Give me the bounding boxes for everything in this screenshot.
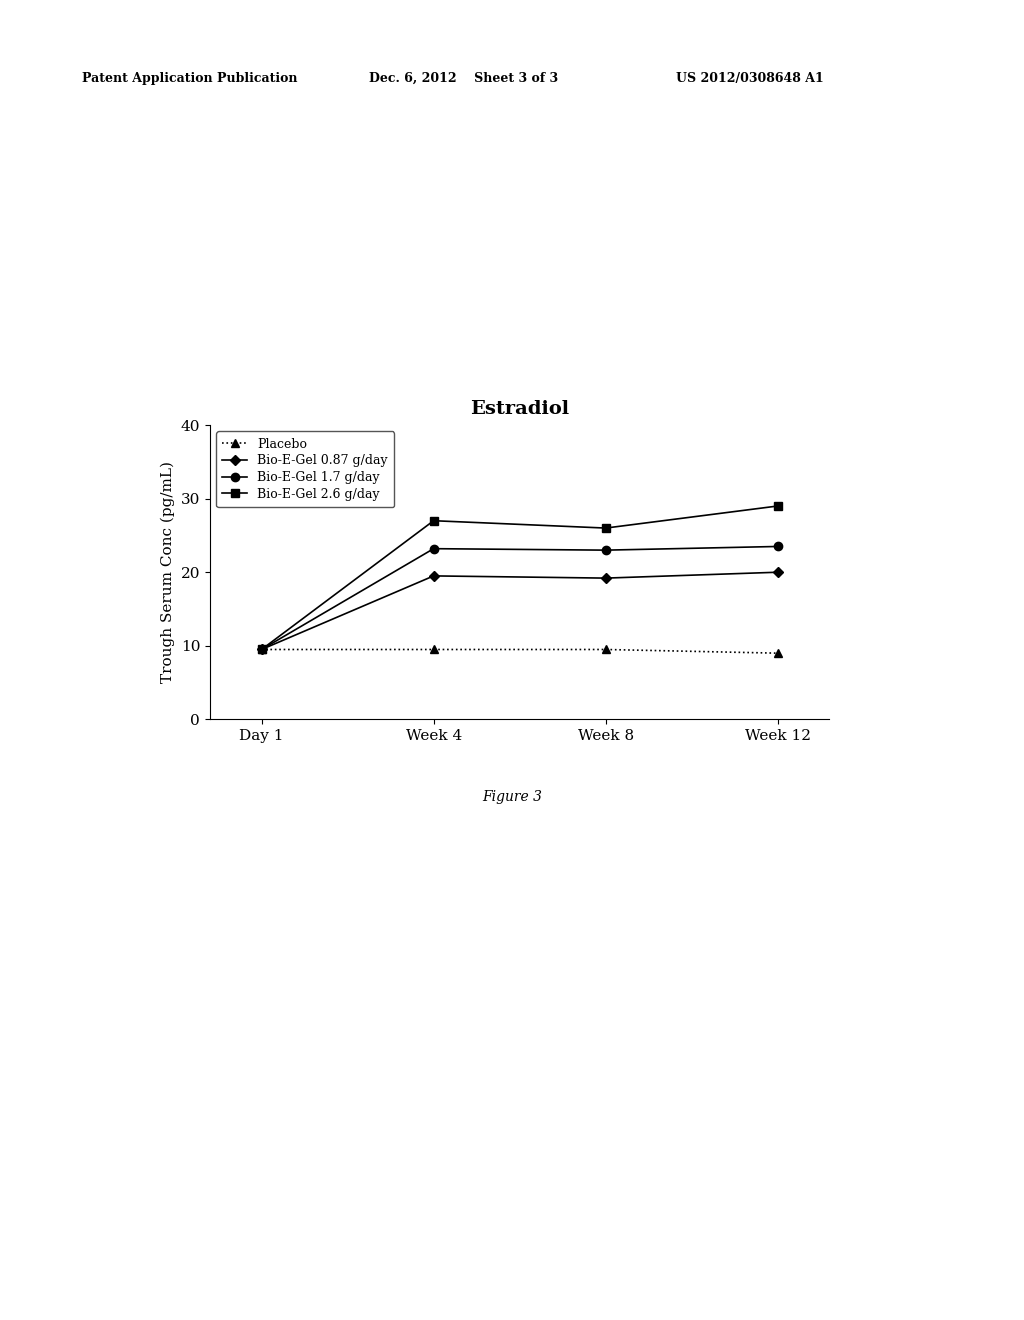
Line: Bio-E-Gel 1.7 g/day: Bio-E-Gel 1.7 g/day bbox=[257, 543, 782, 653]
Bio-E-Gel 0.87 g/day bbox=[427, 568, 439, 583]
Bio-E-Gel 0.87 g/day bbox=[772, 565, 784, 581]
Line: Placebo: Placebo bbox=[257, 645, 782, 657]
Bio-E-Gel 1.7 g/day bbox=[255, 642, 267, 657]
Placebo bbox=[427, 642, 439, 657]
Line: Bio-E-Gel 0.87 g/day: Bio-E-Gel 0.87 g/day bbox=[258, 569, 781, 653]
Text: Figure 3: Figure 3 bbox=[482, 789, 542, 804]
Bio-E-Gel 2.6 g/day bbox=[427, 512, 439, 528]
Placebo bbox=[255, 642, 267, 657]
Bio-E-Gel 2.6 g/day bbox=[772, 498, 784, 513]
Bio-E-Gel 0.87 g/day bbox=[600, 570, 612, 586]
Bio-E-Gel 2.6 g/day bbox=[255, 642, 267, 657]
Bio-E-Gel 2.6 g/day bbox=[600, 520, 612, 536]
Text: US 2012/0308648 A1: US 2012/0308648 A1 bbox=[676, 73, 823, 84]
Legend: Placebo, Bio-E-Gel 0.87 g/day, Bio-E-Gel 1.7 g/day, Bio-E-Gel 2.6 g/day: Placebo, Bio-E-Gel 0.87 g/day, Bio-E-Gel… bbox=[216, 432, 394, 507]
Y-axis label: Trough Serum Conc (pg/mL): Trough Serum Conc (pg/mL) bbox=[161, 461, 175, 684]
Placebo bbox=[600, 642, 612, 657]
Bio-E-Gel 0.87 g/day bbox=[255, 642, 267, 657]
Bio-E-Gel 1.7 g/day bbox=[600, 543, 612, 558]
Line: Bio-E-Gel 2.6 g/day: Bio-E-Gel 2.6 g/day bbox=[257, 502, 782, 653]
Bio-E-Gel 1.7 g/day bbox=[772, 539, 784, 554]
Placebo bbox=[772, 645, 784, 661]
Text: Dec. 6, 2012    Sheet 3 of 3: Dec. 6, 2012 Sheet 3 of 3 bbox=[369, 73, 558, 84]
Bio-E-Gel 1.7 g/day bbox=[427, 541, 439, 557]
Text: Patent Application Publication: Patent Application Publication bbox=[82, 73, 297, 84]
Title: Estradiol: Estradiol bbox=[470, 400, 569, 418]
